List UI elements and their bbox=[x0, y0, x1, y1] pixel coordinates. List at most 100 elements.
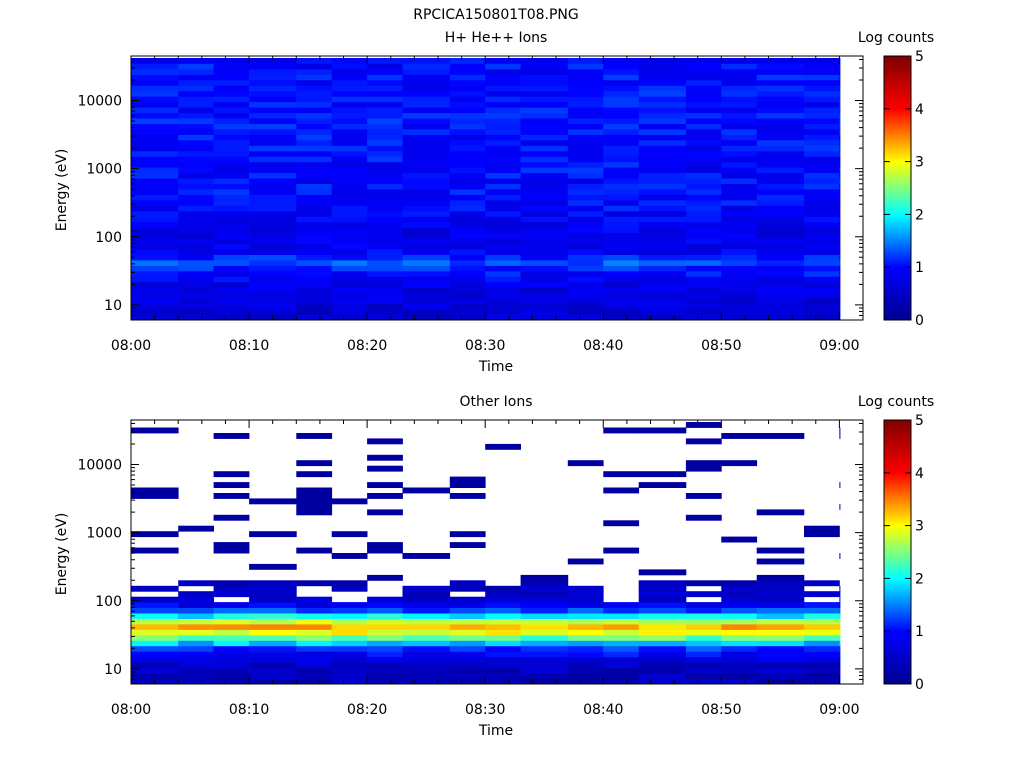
colorbar-segment bbox=[884, 444, 911, 447]
heatmap-cell bbox=[213, 139, 250, 146]
figure-title: RPCICA150801T08.PNG bbox=[413, 7, 578, 23]
heatmap-cell bbox=[296, 292, 333, 299]
heatmap-cell bbox=[178, 645, 214, 652]
heatmap-cell bbox=[249, 194, 297, 201]
heatmap-cell bbox=[367, 112, 403, 119]
heatmap-cell bbox=[178, 667, 214, 674]
heatmap-cell bbox=[603, 651, 640, 658]
heatmap-cell bbox=[685, 629, 722, 636]
heatmap-cell bbox=[367, 602, 403, 608]
heatmap-cell bbox=[804, 662, 840, 669]
heatmap-cell bbox=[804, 183, 840, 190]
heatmap-cell bbox=[449, 123, 486, 130]
heatmap-cell bbox=[520, 591, 569, 598]
panel-h-he-ions: H+ He++ Ions Log counts Time Energy (eV)… bbox=[54, 30, 934, 375]
heatmap-cell bbox=[520, 243, 569, 250]
heatmap-cell bbox=[249, 596, 297, 603]
heatmap-cell bbox=[213, 254, 250, 261]
heatmap-cell bbox=[402, 662, 451, 669]
heatmap-cell bbox=[756, 629, 805, 636]
heatmap-cell bbox=[296, 547, 333, 554]
heatmap-cell bbox=[249, 85, 297, 92]
heatmap-cell bbox=[449, 281, 486, 288]
colorbar-segment bbox=[884, 137, 911, 140]
heatmap-cell bbox=[249, 129, 297, 135]
heatmap-cell bbox=[178, 260, 214, 266]
heatmap-cell bbox=[367, 260, 403, 266]
heatmap-cell bbox=[131, 531, 179, 538]
heatmap-cell bbox=[638, 96, 687, 103]
heatmap-cell bbox=[213, 249, 250, 255]
heatmap-cell bbox=[367, 107, 403, 114]
colorbar-segment bbox=[884, 117, 911, 121]
heatmap-cell bbox=[449, 227, 486, 234]
heatmap-cell bbox=[520, 613, 569, 619]
colorbar-segment bbox=[884, 157, 911, 160]
heatmap-cell bbox=[520, 118, 569, 124]
heatmap-cell bbox=[402, 79, 451, 86]
heatmap-cell bbox=[567, 139, 604, 146]
heatmap-cell bbox=[178, 607, 214, 614]
heatmap-cell bbox=[485, 287, 521, 294]
heatmap-cell bbox=[367, 287, 403, 294]
heatmap-cell bbox=[721, 673, 758, 679]
heatmap-cell bbox=[367, 167, 403, 174]
heatmap-cell bbox=[449, 167, 486, 174]
heatmap-cell bbox=[249, 580, 297, 587]
heatmap-cell bbox=[402, 123, 451, 130]
colorbar-segment bbox=[884, 300, 911, 303]
heatmap-cell bbox=[839, 232, 841, 239]
heatmap-cell bbox=[213, 673, 250, 679]
colorbar-segment bbox=[884, 317, 911, 321]
colorbar-segment bbox=[884, 223, 911, 226]
colorbar-segment bbox=[884, 254, 911, 257]
colorbar-segment bbox=[884, 172, 911, 176]
heatmap-cell bbox=[367, 640, 403, 647]
heatmap-cell bbox=[520, 123, 569, 130]
heatmap-cell bbox=[756, 433, 805, 439]
heatmap-cell bbox=[485, 139, 521, 146]
heatmap-cell bbox=[638, 254, 687, 261]
heatmap-cell bbox=[638, 156, 687, 163]
heatmap-cell bbox=[756, 79, 805, 86]
heatmap-cell bbox=[839, 145, 841, 152]
heatmap-cell bbox=[721, 265, 758, 272]
heatmap-cell bbox=[638, 167, 687, 174]
colorbar-segment bbox=[884, 523, 911, 526]
colorbar-segment bbox=[884, 148, 911, 151]
heatmap-cell bbox=[178, 613, 214, 619]
heatmap-cell bbox=[685, 96, 722, 103]
colorbar-segment bbox=[884, 569, 911, 573]
heatmap-cell bbox=[567, 558, 604, 565]
heatmap-cell bbox=[804, 602, 840, 608]
heatmap-cell bbox=[603, 227, 640, 234]
colorbar-segment bbox=[884, 309, 911, 312]
heatmap-cell bbox=[685, 79, 722, 86]
heatmap-cell bbox=[804, 205, 840, 212]
heatmap-cell bbox=[839, 129, 841, 135]
y-tick-label: 10000 bbox=[77, 94, 122, 110]
heatmap-cell bbox=[485, 210, 521, 217]
heatmap-cell bbox=[402, 205, 451, 212]
heatmap-cell bbox=[756, 634, 805, 641]
heatmap-cell bbox=[178, 602, 214, 608]
heatmap-cell bbox=[603, 547, 640, 554]
heatmap-cell bbox=[402, 591, 451, 598]
heatmap-cell bbox=[296, 433, 333, 439]
heatmap-cell bbox=[213, 591, 250, 598]
heatmap-cell bbox=[839, 189, 841, 195]
heatmap-cell bbox=[296, 167, 333, 174]
heatmap-cell bbox=[331, 553, 368, 559]
colorbar-segment bbox=[884, 287, 911, 290]
heatmap-cell bbox=[296, 270, 333, 277]
heatmap-cell bbox=[296, 509, 333, 516]
heatmap-cell bbox=[131, 276, 179, 283]
heatmap-cell bbox=[131, 618, 179, 625]
heatmap-cell bbox=[721, 276, 758, 283]
heatmap-cell bbox=[402, 314, 451, 321]
heatmap-cell bbox=[178, 189, 214, 195]
heatmap-cell bbox=[485, 303, 521, 310]
heatmap-cell bbox=[449, 254, 486, 261]
heatmap-cell bbox=[685, 205, 722, 212]
heatmap-cell bbox=[178, 624, 214, 630]
